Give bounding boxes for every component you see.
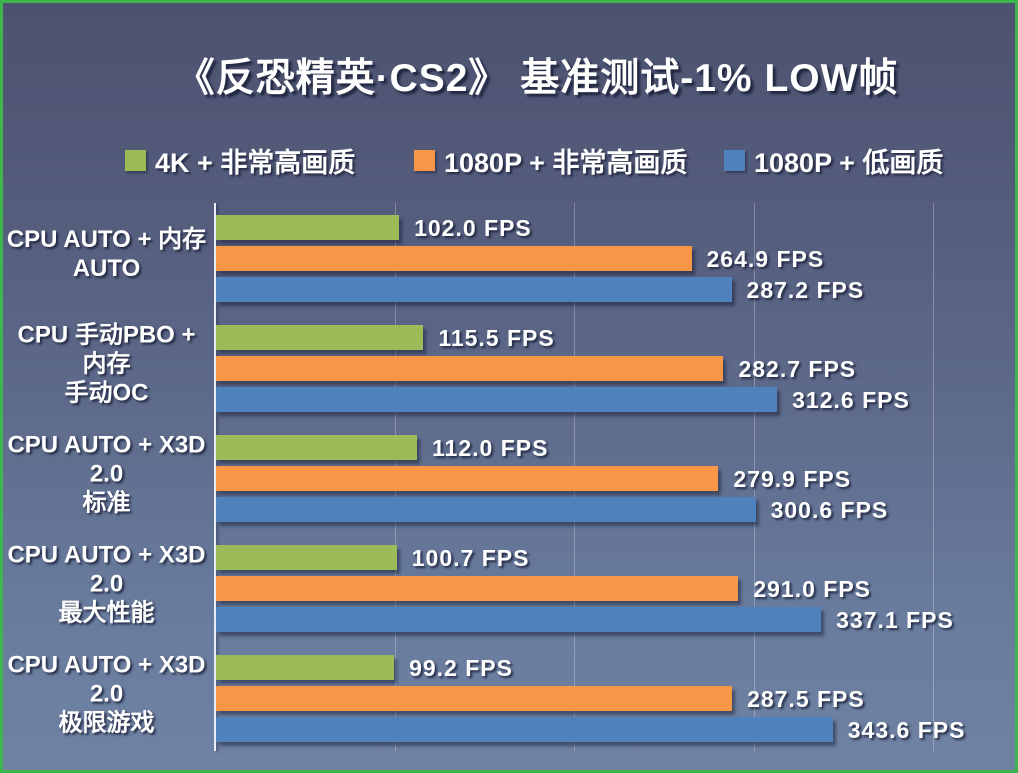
bar (216, 466, 719, 491)
legend-swatch-green-icon (125, 149, 146, 171)
bar-value-label: 287.2 FPS (746, 277, 865, 303)
category-label: CPU AUTO + 内存 AUTO (6, 226, 207, 282)
bar (216, 246, 692, 271)
bar (216, 387, 778, 412)
bar-value-label: 300.6 FPS (770, 497, 889, 523)
bar-value-label: 112.0 FPS (432, 435, 549, 461)
value-axis-line (214, 203, 216, 751)
bar (216, 545, 397, 570)
bar-value-label: 100.7 FPS (411, 545, 530, 571)
bar (216, 607, 822, 632)
category-label: CPU AUTO + X3D 2.0 最大性能 (7, 541, 206, 627)
legend-item-1080p-very-high: 1080P + 非常高画质 (414, 145, 687, 178)
bar-value-label: 99.2 FPS (409, 655, 513, 681)
bar (216, 686, 733, 711)
bar-value-label: 282.7 FPS (738, 356, 857, 382)
legend-swatch-orange-icon (414, 149, 435, 171)
bar-value-label: 343.6 FPS (847, 717, 966, 743)
bar (216, 356, 724, 381)
category-label: CPU AUTO + X3D 2.0 极限游戏 (7, 651, 206, 737)
bar (216, 655, 395, 680)
legend-item-4k-very-high: 4K + 非常高画质 (125, 145, 355, 178)
chart-title: 《反恐精英·CS2》 基准测试-1% LOW帧 (175, 57, 899, 100)
legend-label: 1080P + 非常高画质 (444, 147, 688, 178)
legend-item-1080p-low: 1080P + 低画质 (724, 145, 943, 178)
bar (216, 497, 756, 522)
bar (216, 277, 732, 302)
bar-value-label: 287.5 FPS (747, 686, 865, 712)
bar (216, 717, 833, 742)
bar-value-label: 337.1 FPS (836, 607, 954, 633)
bar (216, 325, 424, 350)
bar-value-label: 264.9 FPS (706, 246, 825, 272)
gridline (753, 203, 755, 751)
category-label: CPU AUTO + X3D 2.0 标准 (7, 431, 206, 517)
bar (216, 215, 400, 240)
bar (216, 576, 739, 601)
legend-swatch-blue-icon (724, 149, 745, 171)
category-label: CPU 手动PBO + 内存 手动OC (17, 321, 196, 407)
gridline (933, 203, 935, 751)
category-axis: CPU AUTO + 内存 AUTO CPU 手动PBO + 内存 手动OC CPU A… (3, 203, 210, 751)
bar-value-label: 312.6 FPS (792, 387, 910, 413)
bar-value-label: 291.0 FPS (753, 576, 872, 602)
legend-label: 4K + 非常高画质 (155, 147, 356, 178)
bar-value-label: 279.9 FPS (733, 466, 852, 492)
bar-value-label: 102.0 FPS (414, 215, 532, 241)
legend-label: 1080P + 低画质 (754, 147, 944, 178)
plot-area: 102.0 FPS 264.9 FPS 287.2 FPS 115.5 FPS 282.… (214, 203, 1013, 751)
bar-value-label: 115.5 FPS (438, 325, 555, 351)
bar (216, 435, 418, 460)
